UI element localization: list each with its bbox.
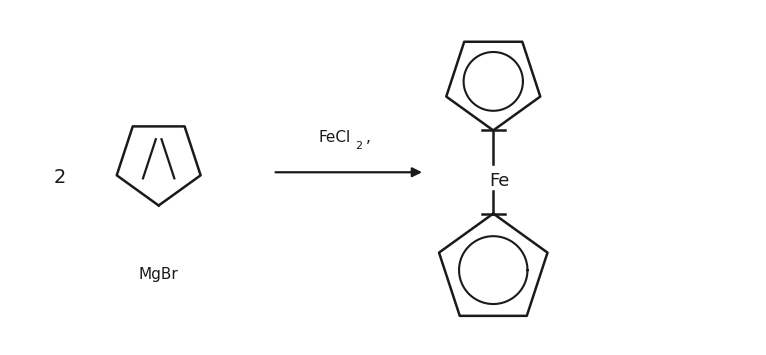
Text: 2: 2 (54, 168, 66, 187)
Text: FeCl: FeCl (319, 130, 351, 145)
Text: 2: 2 (355, 141, 362, 151)
Text: ,: , (365, 130, 371, 145)
Text: Fe: Fe (489, 172, 510, 190)
Text: MgBr: MgBr (139, 267, 178, 282)
